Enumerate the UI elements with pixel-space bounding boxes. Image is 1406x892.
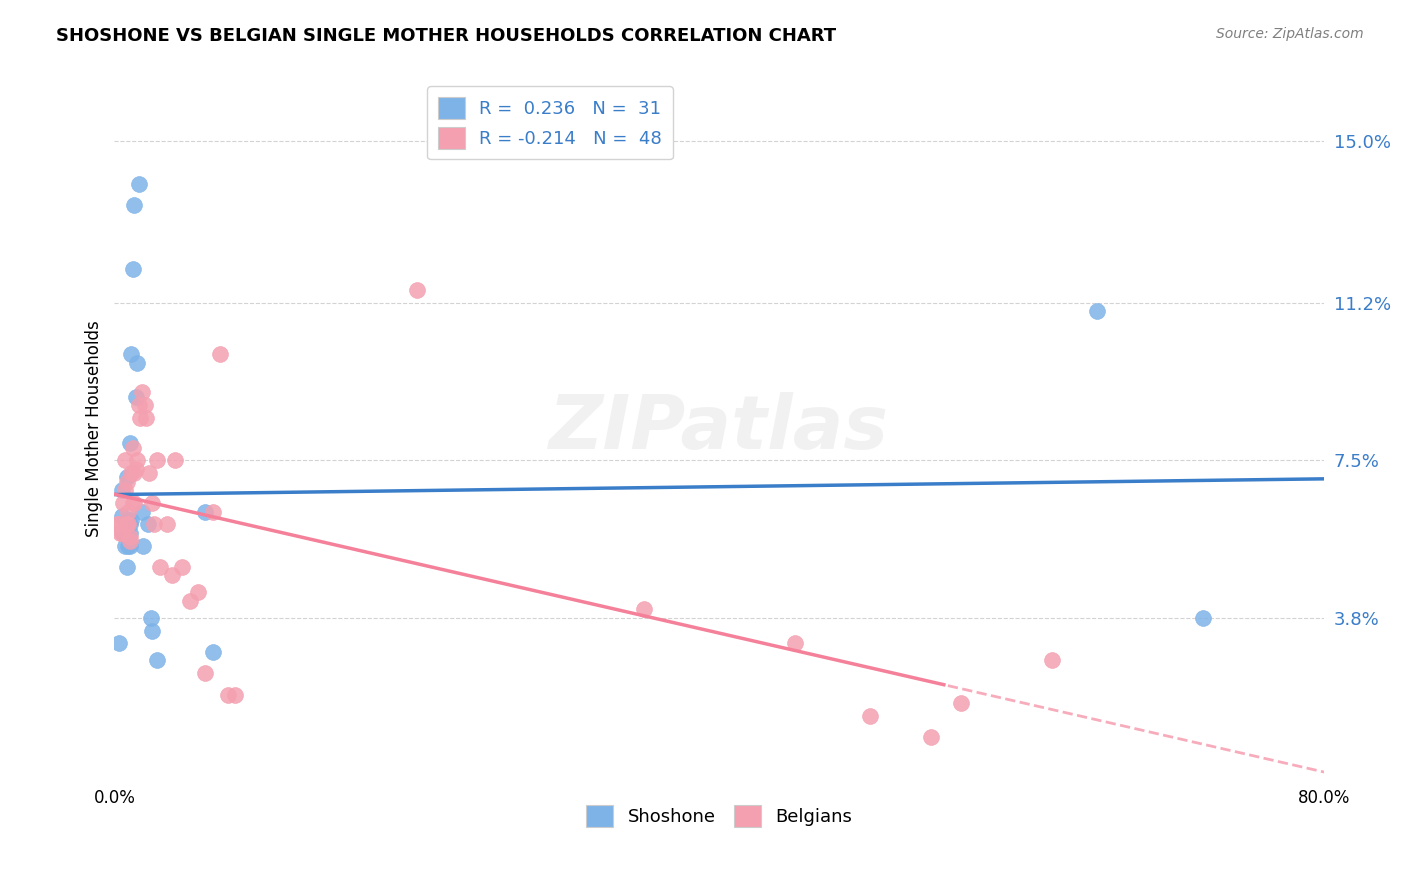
Point (117, 513, 139, 527)
Point (209, 347, 232, 361)
Point (172, 559, 194, 574)
Point (117, 504, 139, 518)
Point (129, 410, 152, 425)
Point (120, 467, 142, 481)
Point (145, 653, 167, 667)
Point (138, 467, 160, 481)
Point (110, 525, 132, 540)
Point (122, 198, 145, 212)
Point (118, 539, 141, 553)
Point (122, 467, 145, 481)
Point (950, 696, 973, 710)
Point (120, 347, 142, 361)
Point (111, 525, 134, 540)
Point (111, 508, 134, 523)
Point (117, 530, 139, 544)
Point (120, 513, 142, 527)
Point (1085, 304, 1108, 318)
Point (142, 517, 165, 532)
Point (114, 453, 136, 467)
Text: SHOSHONE VS BELGIAN SINGLE MOTHER HOUSEHOLDS CORRELATION CHART: SHOSHONE VS BELGIAN SINGLE MOTHER HOUSEH… (56, 27, 837, 45)
Point (149, 559, 172, 574)
Point (132, 539, 155, 553)
Point (859, 708, 882, 723)
Point (115, 517, 138, 532)
Point (141, 624, 163, 638)
Point (224, 688, 246, 702)
Point (115, 559, 138, 574)
Point (128, 177, 150, 191)
Point (118, 517, 141, 532)
Point (1192, 611, 1215, 625)
Y-axis label: Single Mother Households: Single Mother Households (86, 320, 103, 537)
Point (135, 410, 157, 425)
Point (920, 730, 942, 744)
Point (118, 534, 141, 549)
Point (179, 594, 201, 608)
Point (145, 453, 167, 467)
Point (131, 504, 153, 518)
Point (156, 517, 179, 532)
Point (139, 611, 162, 625)
Point (134, 398, 156, 412)
Point (201, 645, 224, 659)
Point (115, 475, 138, 489)
Point (122, 496, 145, 510)
Point (118, 525, 141, 540)
Point (187, 585, 209, 599)
Point (127, 453, 149, 467)
Point (128, 398, 150, 412)
Point (160, 568, 183, 582)
Point (121, 496, 143, 510)
Point (114, 539, 136, 553)
Point (118, 436, 141, 450)
Point (117, 517, 139, 532)
Legend: Shoshone, Belgians: Shoshone, Belgians (579, 797, 859, 834)
Point (124, 390, 146, 404)
Point (405, 283, 427, 297)
Text: ZIPatlas: ZIPatlas (550, 392, 889, 465)
Point (217, 688, 239, 702)
Point (141, 496, 163, 510)
Text: Source: ZipAtlas.com: Source: ZipAtlas.com (1216, 27, 1364, 41)
Point (127, 355, 149, 369)
Point (194, 504, 217, 518)
Point (118, 530, 141, 544)
Point (163, 453, 186, 467)
Point (783, 636, 806, 650)
Point (121, 262, 143, 277)
Point (111, 483, 134, 498)
Point (114, 483, 136, 498)
Point (107, 517, 129, 532)
Point (194, 666, 217, 681)
Point (115, 470, 138, 484)
Point (124, 462, 146, 476)
Point (121, 441, 143, 455)
Point (1040, 653, 1063, 667)
Point (633, 602, 655, 616)
Point (108, 636, 131, 650)
Point (117, 539, 139, 553)
Point (131, 385, 153, 400)
Point (112, 525, 135, 540)
Point (112, 496, 135, 510)
Point (201, 504, 224, 518)
Point (136, 517, 159, 532)
Point (108, 517, 131, 532)
